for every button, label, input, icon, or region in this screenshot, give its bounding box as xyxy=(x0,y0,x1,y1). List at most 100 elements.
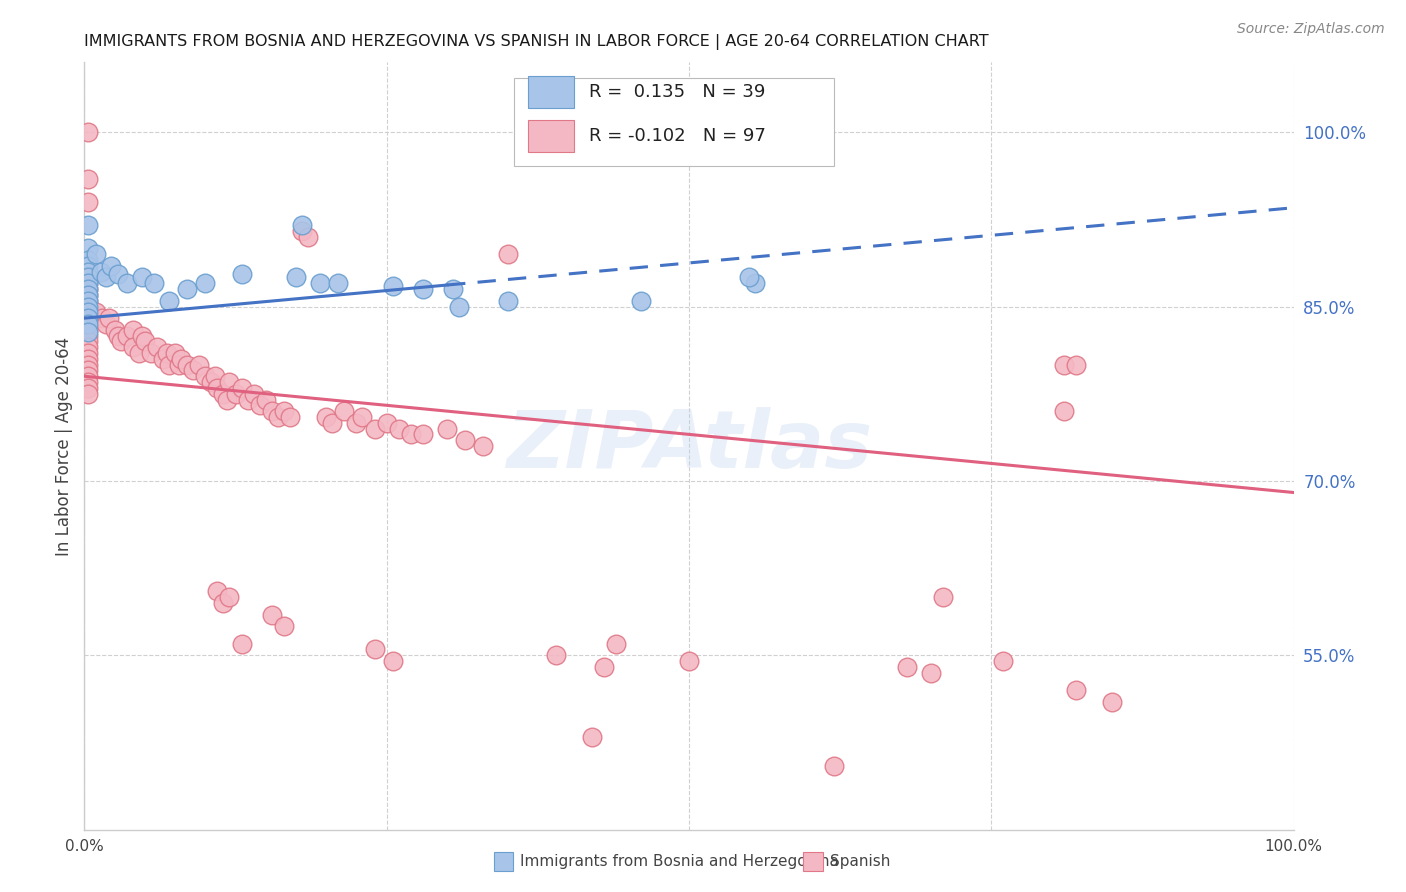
Point xyxy=(236,392,259,407)
Point xyxy=(242,386,264,401)
FancyBboxPatch shape xyxy=(513,78,834,166)
Point xyxy=(77,300,100,314)
Point xyxy=(291,224,314,238)
Point xyxy=(94,270,117,285)
Point xyxy=(77,323,100,337)
Text: 0.0%: 0.0% xyxy=(65,838,104,854)
Point xyxy=(1053,404,1076,418)
Point xyxy=(188,358,211,372)
Point xyxy=(605,637,627,651)
Point xyxy=(472,439,495,453)
Point xyxy=(77,305,100,319)
Point xyxy=(284,270,308,285)
Point xyxy=(77,311,100,326)
Point xyxy=(121,323,143,337)
Point xyxy=(165,346,187,360)
Point xyxy=(273,619,295,633)
Text: Spanish: Spanish xyxy=(830,854,890,869)
Point xyxy=(77,270,100,285)
Point xyxy=(77,351,100,366)
Text: 100.0%: 100.0% xyxy=(1264,838,1323,854)
Point xyxy=(1053,358,1076,372)
Y-axis label: In Labor Force | Age 20-64: In Labor Force | Age 20-64 xyxy=(55,336,73,556)
Point xyxy=(399,427,422,442)
Point xyxy=(1064,358,1087,372)
Point xyxy=(100,259,122,273)
Point xyxy=(738,270,761,285)
Point xyxy=(212,596,235,610)
Point xyxy=(152,351,174,366)
Point xyxy=(267,409,290,424)
Text: Immigrants from Bosnia and Herzegovina: Immigrants from Bosnia and Herzegovina xyxy=(520,854,839,869)
Point xyxy=(77,253,100,268)
Point xyxy=(218,375,240,389)
Point xyxy=(375,416,398,430)
Point xyxy=(146,340,169,354)
Point xyxy=(200,375,222,389)
Point xyxy=(104,323,127,337)
Point xyxy=(260,404,283,418)
Point xyxy=(744,277,766,291)
Point xyxy=(86,305,108,319)
Point xyxy=(77,346,100,360)
Text: IMMIGRANTS FROM BOSNIA AND HERZEGOVINA VS SPANISH IN LABOR FORCE | AGE 20-64 COR: IMMIGRANTS FROM BOSNIA AND HERZEGOVINA V… xyxy=(84,34,988,50)
Point xyxy=(436,421,458,435)
Point xyxy=(115,328,138,343)
FancyBboxPatch shape xyxy=(529,76,574,108)
Point xyxy=(454,433,477,447)
Point xyxy=(131,328,153,343)
Point xyxy=(449,300,471,314)
Point xyxy=(181,363,204,377)
Point xyxy=(77,317,100,331)
Point xyxy=(231,381,253,395)
Point xyxy=(363,421,385,435)
Point xyxy=(86,247,108,261)
Point xyxy=(77,300,100,314)
Point xyxy=(823,758,845,772)
Point xyxy=(77,241,100,255)
Point xyxy=(77,265,100,279)
Point xyxy=(496,293,519,308)
Point xyxy=(775,125,797,139)
Point xyxy=(128,346,150,360)
Point xyxy=(77,282,100,296)
Point xyxy=(107,328,129,343)
Point xyxy=(218,590,240,604)
Point xyxy=(77,277,100,291)
Point xyxy=(77,325,100,339)
Text: R =  0.135   N = 39: R = 0.135 N = 39 xyxy=(589,83,765,101)
Point xyxy=(77,311,100,326)
Point xyxy=(176,358,198,372)
Point xyxy=(77,171,100,186)
Text: ZIPAtlas: ZIPAtlas xyxy=(506,407,872,485)
Point xyxy=(77,282,100,296)
Point xyxy=(920,665,942,680)
Point xyxy=(77,288,100,302)
Point xyxy=(1064,683,1087,698)
Point xyxy=(77,259,100,273)
Point xyxy=(77,277,100,291)
Point xyxy=(134,334,156,349)
Point xyxy=(315,409,337,424)
Point xyxy=(167,358,190,372)
Point xyxy=(157,293,180,308)
Point xyxy=(581,730,603,744)
Point xyxy=(260,607,283,622)
Point xyxy=(352,409,374,424)
Point xyxy=(77,358,100,372)
Point xyxy=(77,293,100,308)
Point xyxy=(77,334,100,349)
Point xyxy=(90,265,112,279)
Point xyxy=(77,125,100,139)
Text: Source: ZipAtlas.com: Source: ZipAtlas.com xyxy=(1237,22,1385,37)
Point xyxy=(107,267,129,281)
Point xyxy=(77,305,100,319)
Point xyxy=(121,340,143,354)
Point xyxy=(388,421,411,435)
Point xyxy=(97,311,120,326)
Point xyxy=(291,218,314,232)
Point xyxy=(77,381,100,395)
Point xyxy=(896,660,918,674)
Point xyxy=(139,346,162,360)
Point xyxy=(231,637,253,651)
